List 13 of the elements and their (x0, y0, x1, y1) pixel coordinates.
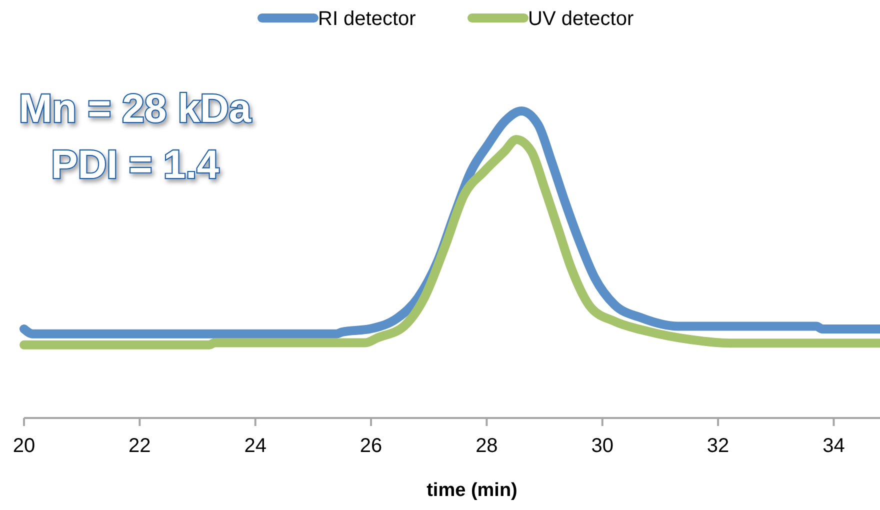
x-tick-label: 30 (591, 435, 614, 457)
x-tick-label: 26 (360, 435, 382, 457)
x-tick-label: 20 (12, 435, 36, 457)
annotation: Mn = 28 kDa (18, 87, 252, 131)
annotation: PDI = 1.4 (51, 143, 220, 187)
x-tick-label: 32 (706, 435, 730, 457)
x-axis-title: time (min) (426, 480, 518, 501)
legend-label: UV detector (528, 8, 634, 30)
x-tick-label: 22 (128, 435, 151, 457)
legend-label: RI detector (318, 8, 416, 30)
x-tick-label: 34 (822, 435, 845, 457)
x-tick-label: 28 (476, 435, 498, 457)
x-tick-label: 24 (244, 435, 266, 457)
